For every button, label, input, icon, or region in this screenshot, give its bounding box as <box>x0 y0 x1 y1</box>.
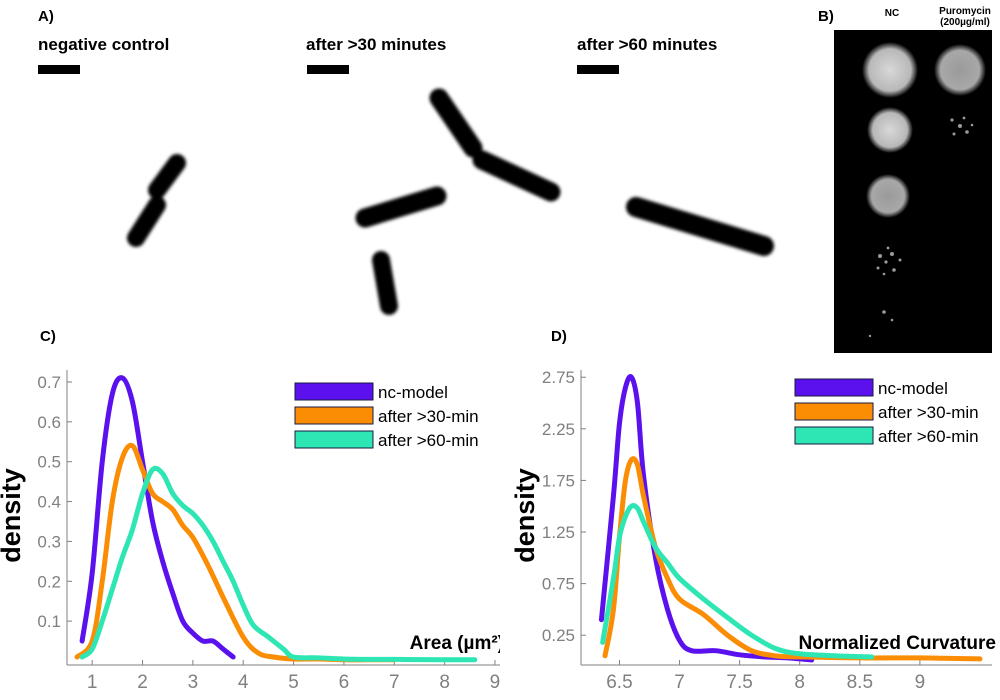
y-axis-label: density <box>0 468 26 563</box>
x-tick-label: 2 <box>137 672 148 693</box>
series-line-1 <box>79 375 236 660</box>
plate-col-puromycin-label: Puromycin (200µg/ml) <box>930 6 1000 28</box>
legend-label-2: after >30-min <box>878 403 979 422</box>
micrograph-cells <box>127 88 774 315</box>
y-axis-label: density <box>510 468 540 563</box>
plate-spots <box>862 42 986 338</box>
x-tick-label: 1 <box>87 672 98 693</box>
legend-label-3: after >60-min <box>878 427 979 446</box>
plate-image <box>834 30 992 353</box>
x-tick-label: 6 <box>339 672 350 693</box>
scale-bar-2 <box>307 65 349 74</box>
y-tick-label: 0.1 <box>37 612 61 631</box>
x-axis-label: Normalized Curvature <box>799 633 996 654</box>
series-line-1 <box>598 374 815 663</box>
cell-nc-1 <box>148 154 186 199</box>
y-tick-label: 0.7 <box>37 373 61 392</box>
series-line-3 <box>79 465 478 663</box>
plate-col-puromycin-conc: (200µg/ml) <box>940 17 990 28</box>
x-tick-label: 9 <box>915 672 926 693</box>
y-tick-label: 0.4 <box>37 493 61 512</box>
plate-col-puromycin-name: Puromycin <box>939 6 991 17</box>
plate-col-nc-label: NC <box>884 8 900 19</box>
x-tick-label: 3 <box>188 672 199 693</box>
cell-30-4 <box>372 251 398 315</box>
scale-bar-3 <box>577 65 619 74</box>
scale-bar-1 <box>38 65 80 74</box>
series-line-2 <box>602 456 983 662</box>
x-tick-label: 7 <box>674 672 685 693</box>
x-tick-label: 8.5 <box>847 672 873 693</box>
spot-nc-1 <box>862 42 918 98</box>
legend-swatch-3 <box>294 430 374 449</box>
cell-nc-2 <box>127 196 166 247</box>
y-tick-label: 0.5 <box>37 453 61 472</box>
chart-curvature-density: 0.25 0.75 1.25 1.75 2.25 2.75 6.5 7 7.5 8 8.5 9 dens… <box>510 368 996 693</box>
y-tick-label: 2.25 <box>542 420 575 439</box>
legend-swatch-2 <box>794 402 874 421</box>
cell-60-1 <box>626 197 774 256</box>
chart-area-density: 0.1 0.2 0.3 0.4 0.5 0.6 0.7 1 2 3 4 5 6 7 8 9 density Are… <box>0 370 500 693</box>
x-tick-label: 7.5 <box>726 672 752 693</box>
cell-30-1 <box>429 88 483 158</box>
y-tick-label: 0.3 <box>37 532 61 551</box>
micro-title-negative-control: negative control <box>38 35 170 54</box>
spot-puro-2 <box>950 116 974 136</box>
y-tick-label: 0.2 <box>37 572 61 591</box>
panel-b-label: B) <box>818 8 834 25</box>
y-tick-label: 0.25 <box>542 626 575 645</box>
legend-label-1: nc-model <box>378 383 448 402</box>
panel-a-label: A) <box>38 8 54 25</box>
legend-swatch-2 <box>294 406 374 425</box>
legend-swatch-1 <box>294 382 374 401</box>
y-tick-label: 0.6 <box>37 413 61 432</box>
cell-30-2 <box>472 150 561 202</box>
micro-title-after-60: after >60 minutes <box>577 35 718 54</box>
spot-nc-2 <box>867 107 913 153</box>
y-tick-label: 1.75 <box>542 471 575 490</box>
x-tick-label: 8 <box>794 672 805 693</box>
spot-puro-1 <box>934 44 986 96</box>
spot-nc-5 <box>868 310 894 338</box>
panel-c-label: C) <box>40 328 56 345</box>
y-tick-label: 0.75 <box>542 575 575 594</box>
x-tick-label: 5 <box>288 672 299 693</box>
spot-nc-3 <box>866 174 910 218</box>
legend-label-3: after >60-min <box>378 431 479 450</box>
cell-30-3 <box>355 186 447 228</box>
x-tick-label: 7 <box>389 672 400 693</box>
legend-swatch-1 <box>794 378 874 397</box>
y-tick-label: 1.25 <box>542 523 575 542</box>
y-tick-label: 2.75 <box>542 368 575 387</box>
spot-nc-4 <box>876 246 902 276</box>
legend-label-2: after >30-min <box>378 407 479 426</box>
x-axis-label: Area (µm²) <box>410 633 500 654</box>
x-tick-label: 8 <box>439 672 450 693</box>
legend-label-1: nc-model <box>878 379 948 398</box>
legend-swatch-3 <box>794 426 874 445</box>
x-tick-label: 4 <box>238 672 249 693</box>
x-tick-label: 9 <box>490 672 500 693</box>
series-line-3 <box>600 503 875 660</box>
panel-d-label: D) <box>551 328 567 345</box>
x-tick-label: 6.5 <box>606 672 632 693</box>
micro-title-after-30: after >30 minutes <box>306 35 447 54</box>
